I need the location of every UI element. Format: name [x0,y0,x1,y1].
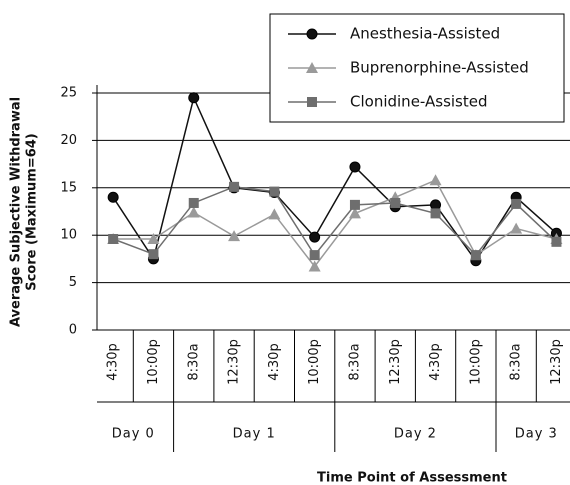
x-tick-label: 8:30a [347,343,362,380]
y-axis-title: Average Subjective Withdrawal [9,97,24,327]
group-label: Day 2 [394,427,437,442]
x-tick-label: 4:30p [428,343,443,380]
point [229,181,240,192]
point [430,199,442,211]
y-tick-label: 20 [60,133,77,148]
point [349,161,361,173]
point [188,197,199,208]
point [551,236,562,247]
x-tick-label: 8:30a [509,343,524,380]
y-tick-label: 10 [60,228,77,243]
series-line [113,179,557,268]
x-tick-label: 12:30p [549,339,564,385]
group-label: Day 1 [233,427,276,442]
point [307,97,317,107]
x-tick-label: 12:30p [388,339,403,385]
x-tick-label: 4:30p [267,343,282,380]
point [269,186,280,197]
point [309,250,320,261]
point [107,191,119,203]
point [429,174,442,186]
legend-label: Anesthesia-Assisted [350,25,500,43]
y-axis-title: Score (Maximum=64) [25,133,40,291]
group-label: Day 3 [515,427,558,442]
point [147,232,160,244]
x-tick-label: 10:00p [307,339,322,385]
series-line [112,186,557,257]
x-axis-title: Time Point of Assessment [317,471,507,485]
y-tick-label: 15 [60,180,77,195]
legend-label: Buprenorphine-Assisted [350,59,529,77]
y-tick-label: 0 [69,323,77,338]
x-tick-label: 10:00p [146,339,161,385]
x-tick-label: 8:30a [186,343,201,380]
point [470,250,481,261]
x-tick-label: 4:30p [106,343,121,380]
point [188,92,200,104]
point [510,222,523,234]
group-label: Day 0 [112,427,155,442]
x-tick-label: 10:00p [468,339,483,385]
point [268,208,281,220]
point [148,249,159,260]
point [228,230,241,242]
legend-label: Clonidine-Assisted [350,93,488,111]
point [511,198,522,209]
point [306,28,318,40]
point [430,208,441,219]
x-tick-label: 12:30p [227,339,242,385]
point [390,197,401,208]
point [306,62,318,73]
legend: Anesthesia-Assisted Buprenorphine-Assiste… [269,13,565,123]
y-tick-label: 25 [60,86,77,101]
y-tick-label: 5 [69,275,77,290]
point [309,231,321,243]
point [308,260,321,272]
point [108,233,119,244]
point [187,206,200,218]
point [349,199,360,210]
point [348,207,361,219]
